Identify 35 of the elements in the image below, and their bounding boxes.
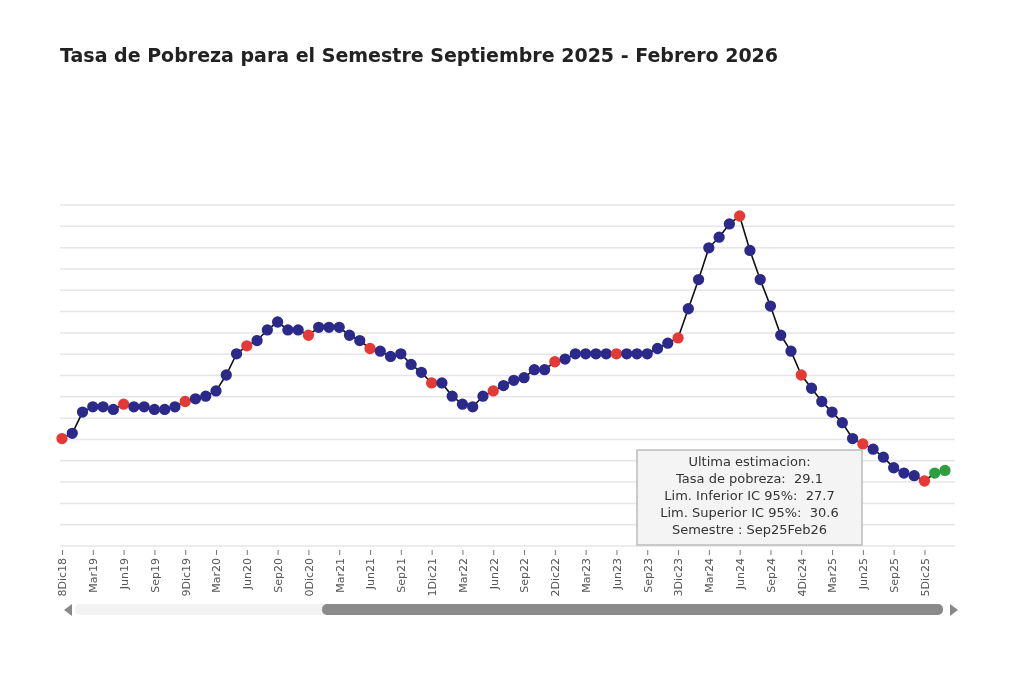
x-tick-label: 4Dic24 [795, 558, 809, 597]
x-tick-label: Mar22 [456, 558, 470, 593]
x-tick-label: 9Dic19 [179, 558, 193, 597]
x-tick-label: 3Dic23 [672, 558, 686, 597]
x-tick-label: Jun21 [364, 558, 378, 591]
x-tick-label: 8Dic18 [56, 558, 70, 597]
annotation: Ultima estimacion: [688, 454, 811, 469]
text: Semestre : Sep25Feb26 [671, 522, 828, 537]
x-tick-label: Sep19 [148, 558, 162, 593]
x-tick-label: Sep25 [888, 558, 902, 593]
x-tick-label: Jun20 [241, 558, 255, 591]
x-tick-label: 0Dic20 [302, 558, 316, 597]
x-tick-label: Mar24 [703, 558, 717, 593]
text: Lim. Inferior IC 95%: 27.7 [664, 488, 835, 503]
x-tick-label: 1Dic21 [425, 558, 439, 597]
x-tick-label: Jun19 [117, 558, 131, 591]
x-tick-label: Jun24 [734, 558, 747, 591]
text: Lim. Superior IC 95%: 30.6 [660, 505, 839, 520]
x-tick-label: Sep22 [518, 558, 532, 593]
annotation: Tasa de pobreza: 29.1 [675, 471, 823, 486]
x-tick-label: Mar23 [579, 558, 593, 593]
x-tick-label: Mar20 [210, 558, 224, 593]
x-tick-label: Sep21 [395, 558, 409, 593]
x-tick-label: Jun25 [857, 558, 871, 591]
x-tick-label: 5Dic25 [918, 558, 932, 597]
x-tick-label: Jun22 [487, 558, 501, 591]
x-tick-label: Sep24 [764, 558, 778, 593]
chart-title: Tasa de Pobreza para el Semestre Septiembre 2025 - Febrero 2026 [60, 44, 779, 66]
x-tick-label: Sep20 [271, 558, 285, 593]
x-tick-label: Jun23 [610, 558, 624, 591]
x-tick-label: Mar19 [87, 558, 101, 593]
x-tick-label: 2Dic22 [549, 558, 563, 597]
x-tick-label: Sep23 [641, 558, 655, 593]
x-tick-label: Mar25 [826, 558, 840, 593]
x-tick-label: Mar21 [333, 558, 347, 593]
